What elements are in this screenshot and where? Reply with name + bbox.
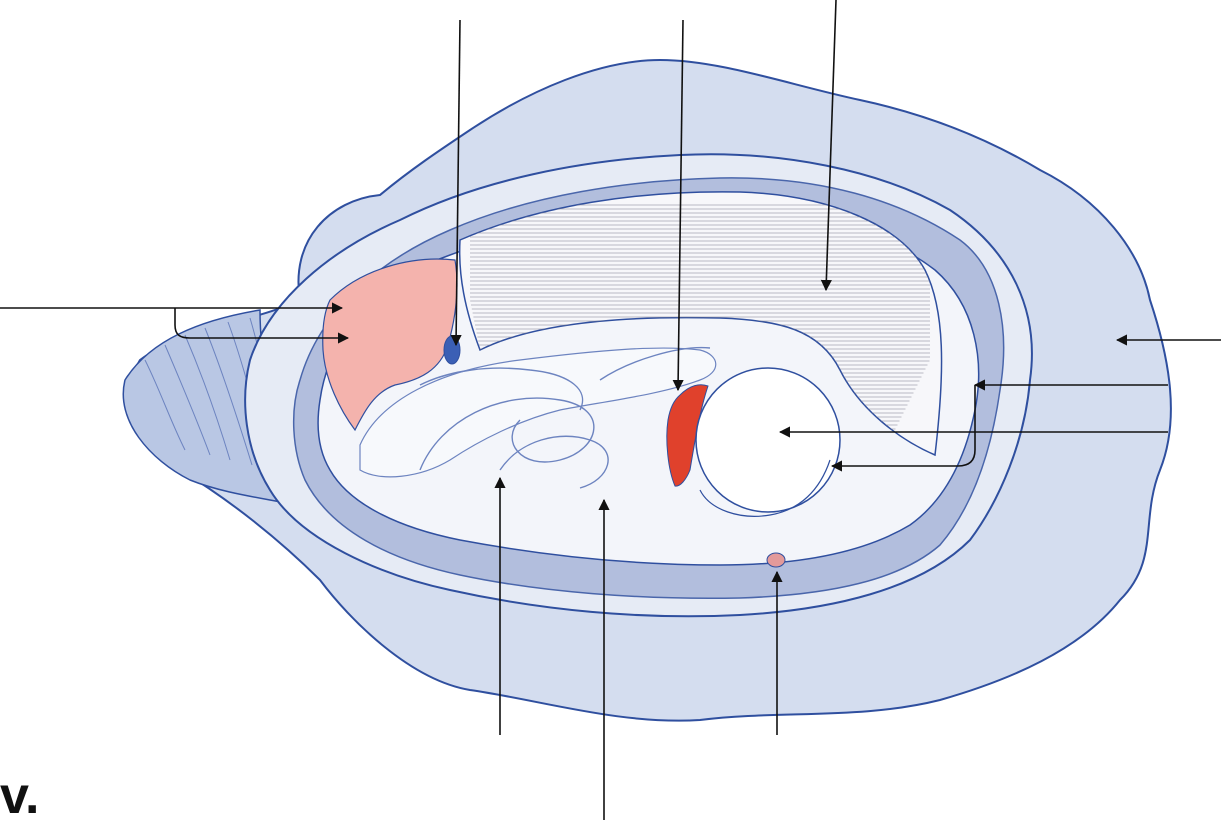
intestine-icon (419, 346, 711, 489)
leader-arrow-mouth (450, 19, 462, 347)
leader-arrow-adductor-lower (174, 308, 350, 344)
digestive-gland-icon (359, 347, 717, 478)
figure-corner-label: v. (0, 767, 40, 825)
leader-arrow-heart (672, 19, 684, 392)
mouth-icon (443, 335, 461, 365)
gills-icon (458, 191, 943, 457)
pericardium-inner-icon (699, 459, 831, 517)
pericardium-icon (695, 367, 841, 513)
anus-icon (766, 552, 786, 568)
adductor-muscle-icon (322, 258, 458, 432)
leader-arrow-kidney (830, 385, 976, 472)
leader-arrow-gills (820, 0, 837, 292)
heart-icon (666, 384, 709, 487)
